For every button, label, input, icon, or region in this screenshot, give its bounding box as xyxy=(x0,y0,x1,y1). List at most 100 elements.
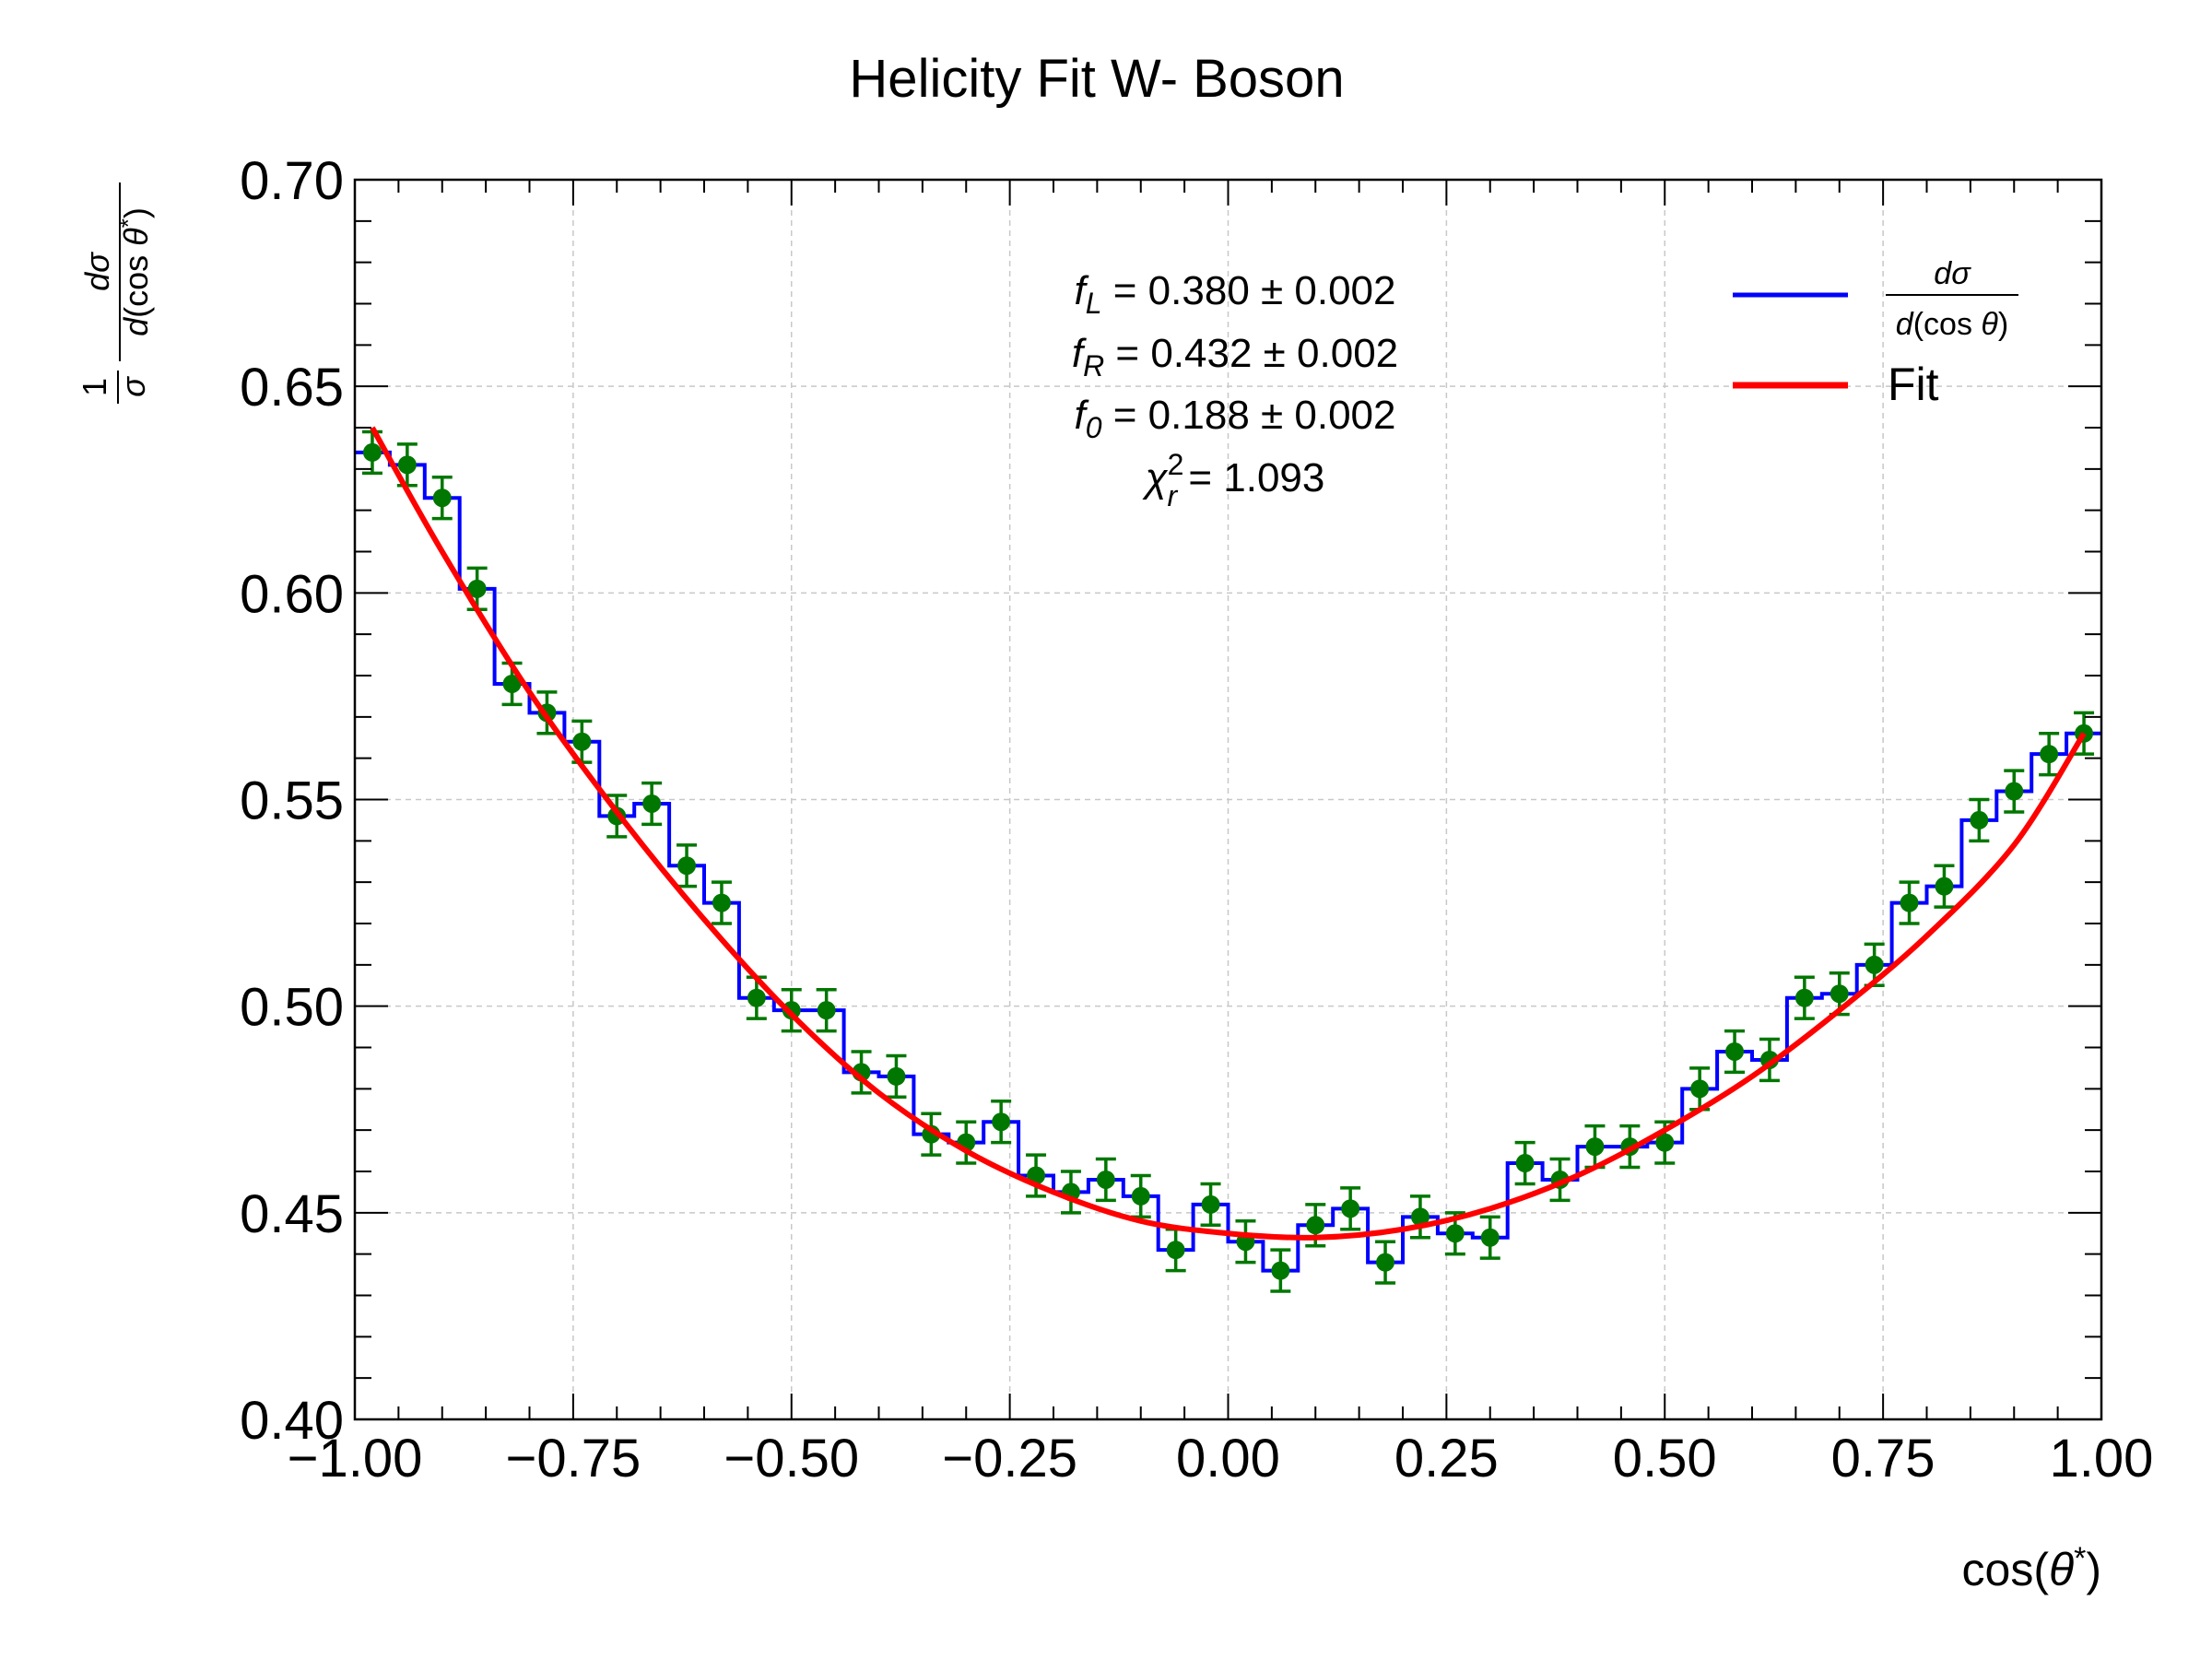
data-marker xyxy=(1166,1241,1185,1260)
x-tick-label: −0.75 xyxy=(505,1429,641,1488)
data-marker xyxy=(467,579,487,598)
fit-stats-box: fL = 0.380 ± 0.002 fR = 0.432 ± 0.002 f0… xyxy=(1072,268,1398,512)
data-point xyxy=(2004,769,2025,814)
data-marker xyxy=(1306,1216,1325,1235)
data-point xyxy=(711,880,732,925)
data-marker xyxy=(1900,893,1919,912)
histogram-series xyxy=(355,450,2101,1273)
x-tick-label: 0.00 xyxy=(1176,1429,1280,1488)
data-marker xyxy=(572,732,592,751)
data-marker xyxy=(1096,1170,1115,1189)
data-marker xyxy=(712,893,731,912)
data-point xyxy=(1934,864,1955,909)
data-point xyxy=(1969,797,1990,843)
y-tick-label: 0.65 xyxy=(240,358,344,418)
data-marker xyxy=(1515,1154,1535,1173)
svg-text:d(cos θ*): d(cos θ*) xyxy=(114,207,155,336)
svg-text:d(cos θ): d(cos θ) xyxy=(1896,307,2008,342)
data-point xyxy=(1340,1186,1361,1231)
data-marker xyxy=(1830,984,1849,1004)
x-tick-label: −0.25 xyxy=(942,1429,1077,1488)
data-marker xyxy=(2040,745,2059,764)
x-tick-label: 0.50 xyxy=(1613,1429,1717,1488)
data-point xyxy=(991,1100,1012,1145)
data-point xyxy=(1200,1182,1221,1228)
chart-title: Helicity Fit W- Boson xyxy=(849,49,1344,109)
data-point xyxy=(641,781,663,827)
data-marker xyxy=(2005,782,2024,801)
y-tick-label: 0.55 xyxy=(240,771,344,831)
data-marker xyxy=(747,988,766,1007)
data-point xyxy=(816,987,837,1033)
y-tick-label: 0.60 xyxy=(240,564,344,624)
data-marker xyxy=(1271,1261,1290,1280)
histogram-step-line xyxy=(355,450,2101,1273)
annotation-f0: f0 = 0.188 ± 0.002 xyxy=(1075,393,1396,444)
data-marker xyxy=(1480,1228,1500,1247)
data-point xyxy=(886,1053,907,1100)
data-marker xyxy=(397,455,417,475)
y-tick-label: 0.45 xyxy=(240,1184,344,1244)
annotation-fR: fR = 0.432 ± 0.002 xyxy=(1072,331,1398,382)
y-axis-title: 1 σ dσ d(cos θ*) xyxy=(76,182,155,404)
data-marker xyxy=(817,1001,836,1020)
data-point xyxy=(466,566,488,612)
data-point xyxy=(1095,1157,1116,1203)
svg-text:cos(θ*): cos(θ*) xyxy=(1962,1541,2101,1595)
data-point xyxy=(2039,732,2060,777)
data-marker xyxy=(1445,1224,1465,1243)
x-tick-label: 0.75 xyxy=(1831,1429,1936,1488)
data-marker xyxy=(1725,1041,1745,1061)
y-tick-label: 0.40 xyxy=(240,1391,344,1451)
fit-curve xyxy=(370,426,2087,1241)
fit-series xyxy=(370,426,2087,1241)
x-axis-title: cos(θ*) xyxy=(1962,1541,2101,1595)
data-point xyxy=(1899,880,1920,925)
data-marker xyxy=(642,794,662,813)
data-marker xyxy=(432,488,452,508)
data-marker xyxy=(1341,1199,1360,1218)
data-point xyxy=(1270,1248,1291,1293)
data-marker xyxy=(1794,988,1814,1007)
annotation-chi2: χ2 r = 1.093 xyxy=(1142,448,1325,512)
annotation-fL: fL = 0.380 ± 0.002 xyxy=(1075,268,1396,320)
data-marker xyxy=(1970,810,1989,830)
data-marker xyxy=(992,1112,1011,1132)
data-point xyxy=(1479,1215,1500,1260)
data-marker xyxy=(1201,1194,1220,1214)
data-point xyxy=(781,987,802,1033)
svg-text:dσ: dσ xyxy=(78,252,116,291)
data-marker xyxy=(1585,1137,1605,1157)
data-point xyxy=(677,843,698,888)
data-marker xyxy=(1655,1133,1675,1152)
y-tick-label: 0.70 xyxy=(240,151,344,211)
x-tick-label: 0.25 xyxy=(1394,1429,1499,1488)
data-point xyxy=(1060,1170,1081,1215)
x-tick-label: 1.00 xyxy=(2050,1429,2154,1488)
legend: dσ d(cos θ) Fit xyxy=(1733,256,2018,410)
y-tick-label: 0.50 xyxy=(240,978,344,1038)
svg-text:dσ: dσ xyxy=(1934,256,1971,291)
data-point xyxy=(956,1120,977,1165)
data-marker xyxy=(782,1001,801,1020)
data-point xyxy=(431,476,453,521)
data-marker xyxy=(1935,877,1954,896)
data-marker xyxy=(1690,1079,1710,1099)
data-marker xyxy=(362,442,382,462)
data-marker xyxy=(1131,1186,1150,1206)
data-marker xyxy=(887,1066,906,1086)
legend-label-fit: Fit xyxy=(1888,359,1939,410)
data-point xyxy=(1375,1240,1396,1285)
data-marker xyxy=(1410,1207,1430,1227)
legend-label-histogram: dσ d(cos θ) xyxy=(1886,256,2018,342)
data-point xyxy=(1724,1029,1746,1075)
svg-text:σ: σ xyxy=(114,376,152,397)
data-points-series xyxy=(361,429,2095,1293)
data-marker xyxy=(1865,955,1884,974)
data-marker xyxy=(502,674,522,693)
axes: −1.00 −0.75 −0.50 −0.25 0.00 0.25 0.50 0.75 1.00… xyxy=(240,151,2153,1488)
data-point xyxy=(361,429,382,476)
data-marker xyxy=(677,856,697,876)
